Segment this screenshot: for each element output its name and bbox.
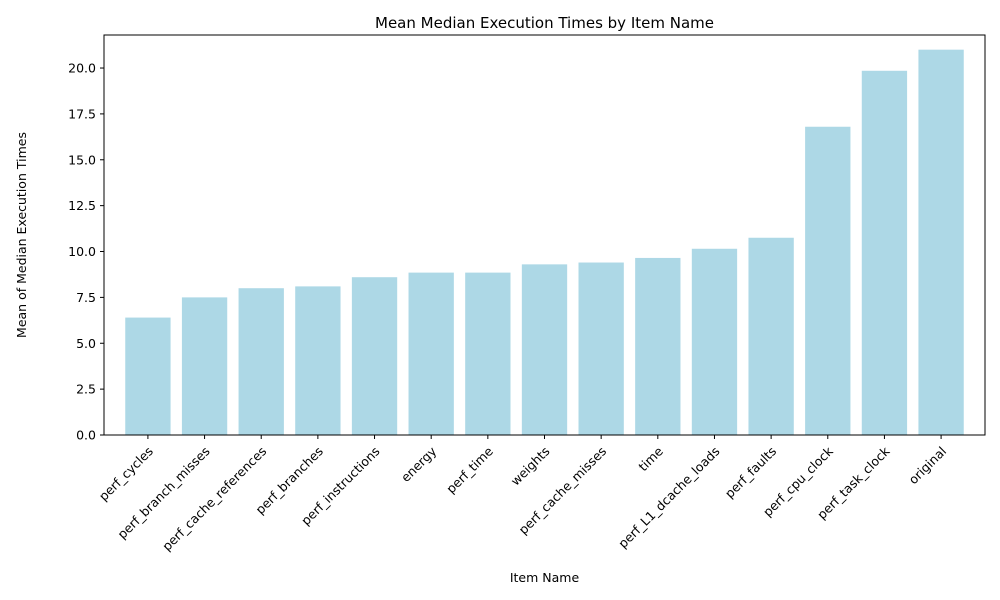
bar-time (635, 257, 681, 435)
y-tick-label: 0.0 (76, 428, 96, 443)
y-tick-label: 2.5 (76, 382, 96, 397)
y-axis: 0.0 2.5 5.0 7.5 10.0 12.5 15.0 17.5 20.0 (68, 61, 104, 443)
x-axis: perf_cyclesperf_branch_missesperf_cache_… (96, 435, 949, 554)
bars-group (125, 49, 964, 436)
bar-perf-branches (295, 286, 341, 435)
x-tick-label: perf_cache_references (159, 444, 269, 554)
x-tick-label: energy (398, 443, 440, 485)
y-tick-label: 15.0 (68, 152, 96, 167)
y-tick-label: 7.5 (76, 290, 96, 305)
y-tick-label: 17.5 (68, 106, 96, 121)
x-tick-label: perf_branch_misses (114, 444, 212, 542)
bar-perf-L1-dcache-loads (691, 248, 738, 435)
bar-perf-task-clock (861, 70, 908, 435)
y-tick-label: 10.0 (68, 244, 96, 259)
x-tick-label: weights (508, 444, 553, 489)
bar-perf-cpu-clock (805, 126, 851, 436)
x-tick-label: original (906, 444, 950, 488)
x-tick-label: perf_time (443, 443, 496, 496)
bar-perf-branch-misses (181, 297, 228, 435)
plot-frame (103, 34, 986, 436)
y-axis-label: Mean of Median Execution Times (14, 132, 29, 338)
bar-perf-cache-references (238, 288, 284, 435)
bar-weights (521, 264, 568, 435)
x-tick-label: perf_L1_dcache_loads (615, 444, 722, 551)
chart-title: Mean Median Execution Times by Item Name (375, 14, 714, 32)
x-axis-label: Item Name (510, 570, 580, 585)
y-tick-label: 20.0 (68, 61, 96, 76)
y-tick-label: 5.0 (76, 336, 96, 351)
bar-perf-faults (748, 237, 794, 435)
bar-perf-instructions (351, 277, 398, 435)
bar-energy (408, 272, 454, 435)
x-tick-label: time (635, 443, 666, 474)
x-tick-label: perf_faults (722, 444, 779, 501)
y-tick-label: 12.5 (68, 198, 96, 213)
bar-perf-time (465, 272, 511, 435)
bar-perf-cache-misses (578, 262, 624, 435)
bar-perf-cycles (125, 317, 171, 435)
x-tick-label: perf_cycles (96, 444, 156, 504)
bar-original (918, 49, 964, 436)
